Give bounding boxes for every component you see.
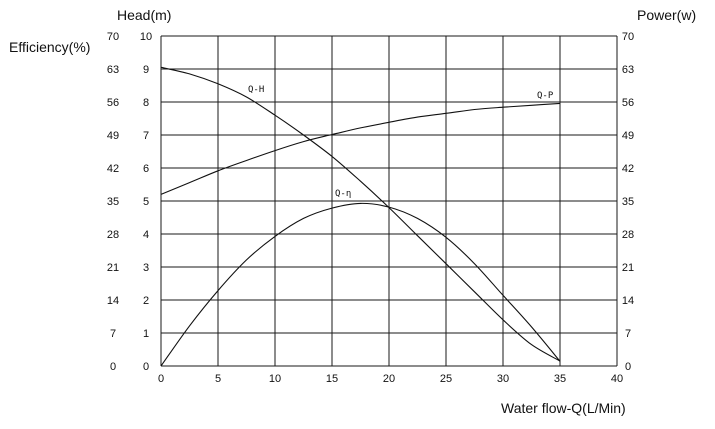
power-tick-label: 21 — [622, 262, 634, 274]
head-axis-title: Head(m) — [117, 7, 171, 23]
grid-layer — [160, 35, 618, 367]
power-tick-label: 14 — [622, 295, 634, 307]
q-p-curve — [160, 102, 561, 195]
head-tick-label: 3 — [143, 262, 149, 274]
power-tick-label: 28 — [622, 229, 634, 241]
head-tick-label: 5 — [143, 196, 149, 208]
head-tick-label: 7 — [143, 130, 149, 142]
efficiency-tick-label: 21 — [107, 262, 119, 274]
series-label-q-h: Q-H — [248, 85, 264, 95]
q-h-curve — [160, 66, 561, 362]
x-tick-label: 35 — [554, 373, 566, 385]
series-label-q-p: Q-P — [537, 91, 554, 101]
x-tick-label: 40 — [611, 373, 623, 385]
efficiency-axis-title: Efficiency(%) — [9, 39, 90, 55]
x-tick-label: 10 — [269, 373, 281, 385]
efficiency-tick-label: 70 — [107, 31, 119, 43]
efficiency-tick-label: 42 — [107, 163, 119, 175]
head-tick-label: 10 — [140, 31, 152, 43]
power-tick-label: 70 — [622, 31, 634, 43]
head-tick-label: 0 — [143, 361, 149, 373]
efficiency-tick-label: 63 — [107, 64, 119, 76]
head-tick-label: 6 — [143, 163, 149, 175]
x-tick-label: 5 — [215, 373, 221, 385]
x-tick-label: 25 — [440, 373, 452, 385]
efficiency-tick-label: 35 — [107, 196, 119, 208]
power-tick-label: 49 — [622, 130, 634, 142]
efficiency-tick-label: 49 — [107, 130, 119, 142]
head-tick-label: 4 — [143, 229, 149, 241]
efficiency-tick-label: 7 — [110, 328, 116, 340]
head-tick-label: 8 — [143, 97, 149, 109]
x-tick-label: 20 — [383, 373, 395, 385]
power-tick-label: 35 — [622, 196, 634, 208]
power-tick-label: 7 — [625, 328, 631, 340]
q-eta-curve — [160, 202, 561, 367]
efficiency-tick-label: 0 — [110, 361, 116, 373]
x-tick-label: 0 — [158, 373, 164, 385]
power-tick-label: 56 — [622, 97, 634, 109]
power-tick-label: 0 — [625, 361, 631, 373]
efficiency-tick-label: 56 — [107, 97, 119, 109]
x-tick-label: 30 — [497, 373, 509, 385]
head-tick-label: 9 — [143, 64, 149, 76]
efficiency-tick-label: 14 — [107, 295, 119, 307]
x-tick-label: 15 — [326, 373, 338, 385]
power-tick-label: 63 — [622, 64, 634, 76]
head-tick-label: 2 — [143, 295, 149, 307]
series-label-q-eta: Q-η — [335, 189, 351, 199]
x-axis-title: Water flow-Q(L/Min) — [501, 400, 626, 416]
power-tick-label: 42 — [622, 163, 634, 175]
efficiency-tick-label: 28 — [107, 229, 119, 241]
power-axis-title: Power(w) — [637, 7, 696, 23]
series-layer — [160, 66, 561, 367]
head-tick-label: 1 — [143, 328, 149, 340]
